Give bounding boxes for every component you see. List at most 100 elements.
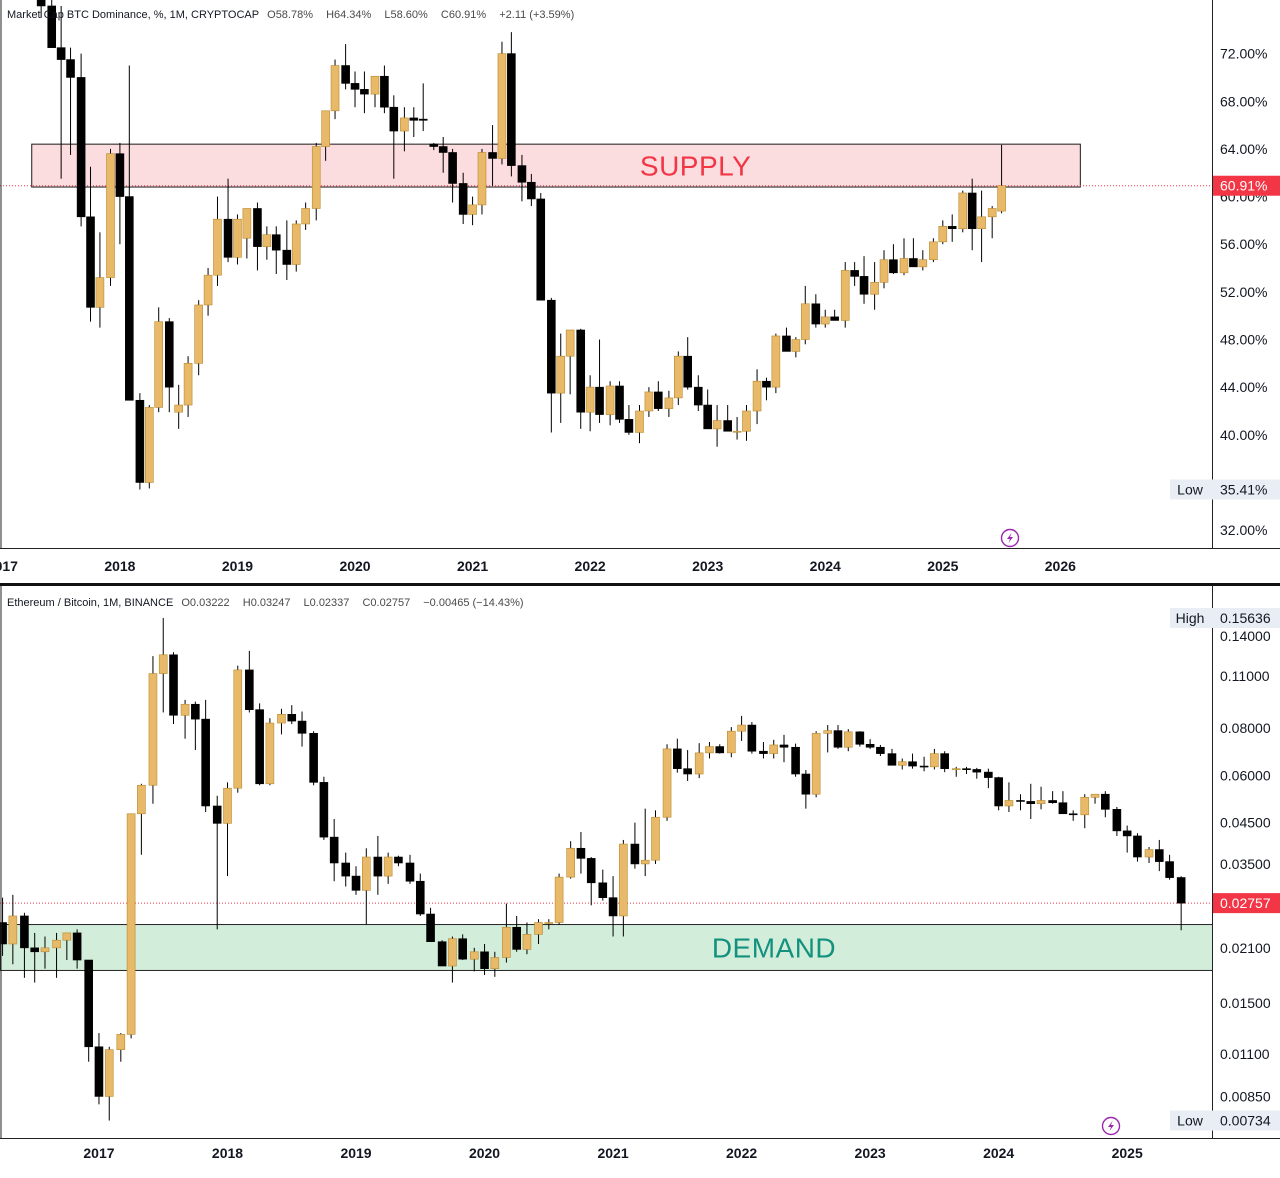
candle-down [351,875,361,891]
eth-btc-chart[interactable]: DEMAND 0.14000 0.11000 0.08000 0.06000 0.0450… [0,586,1280,1178]
x-tick-label: 2024 [810,558,841,574]
candle-down [223,218,233,258]
candle-up [95,277,105,308]
candle-down [437,941,447,967]
low-marker-tag: Low [1177,1113,1204,1129]
low-marker-bg [1170,1110,1280,1131]
icon-bolt [1007,533,1013,543]
candle-up [843,731,853,748]
candle-down [576,329,586,413]
x-tick-label: 2017 [83,1145,114,1161]
candle-up [556,355,566,394]
candle-up [370,75,380,95]
x-tick-label: 2024 [983,1145,1014,1161]
candle-down [329,836,339,864]
candle-up [544,922,554,924]
candle-up [158,654,168,674]
x-tick-label: 2019 [222,558,253,574]
candle-down [360,89,369,95]
candle-down [1112,809,1122,832]
candle-down [850,270,859,277]
candle-down [169,654,178,716]
candle-down [703,404,712,430]
candle-up [1080,797,1090,816]
y-tick-label: 52.00% [1220,284,1267,300]
candle-up [301,208,310,225]
candle-down [576,847,586,859]
candle-up [997,185,1006,212]
candle-down [876,746,885,754]
candle-up [137,784,146,815]
candle-up [811,733,821,795]
candle-up [769,744,779,754]
candle-down [1165,861,1174,878]
candle-down [909,258,918,268]
candle-down [287,714,297,722]
candle-down [480,951,489,969]
candle-down [76,77,86,218]
candle-up [879,259,889,283]
candle-up [62,932,72,941]
candle-up [490,957,500,969]
candle-down [319,782,329,838]
candle-up [897,761,907,766]
x-tick-label: 2026 [1045,558,1076,574]
candle-down [1026,801,1036,804]
candle-up [929,241,938,261]
candle-down [608,897,618,917]
y-tick-label: 40.00% [1220,427,1267,443]
candle-down [1016,800,1025,802]
candle-down [811,303,821,325]
candle-down [801,773,811,795]
candle-down [373,856,383,877]
legend-symbol: Ethereum / Bitcoin, 1M, BINANCE [7,597,174,609]
lightning-bolt-icon [1101,1116,1121,1136]
y-tick-label: 64.00% [1220,141,1267,157]
candle-down [271,234,281,251]
y-tick-label: 0.14000 [1220,628,1271,644]
candle-up [1144,849,1154,858]
legend-change: −0.00465 (−14.43%) [423,597,524,609]
candle-down [394,856,403,864]
x-tick-label: 2023 [855,1145,886,1161]
x-tick-label: 2021 [457,558,488,574]
candle-down [86,216,95,308]
candle-down [47,5,57,48]
x-tick-label: 2018 [104,558,135,574]
candle-up [522,934,532,950]
candle-down [791,746,800,775]
candle-down [779,744,789,748]
x-tick-label: 2025 [1112,1145,1143,1161]
candle-up [727,730,736,754]
y-tick-label: 0.11000 [1220,668,1270,684]
candle-up [938,226,948,243]
last-marker-bg [1213,893,1280,914]
candle-up [673,355,683,399]
y-tick-label: 0.08000 [1220,720,1271,736]
x-tick-label: 2025 [927,558,958,574]
candle-down [20,915,29,949]
btc-dominance-chart[interactable]: SUPPLY72.00%68.00%64.00%60.00%56.00%52.0… [0,0,1280,586]
last-marker-value: 0.02757 [1220,895,1271,911]
candle-down [887,753,897,766]
low-marker-value: 0.00734 [1220,1113,1271,1129]
candle-up [116,1034,126,1050]
y-tick-label: 48.00% [1220,332,1267,348]
legend-high: 64.34% [334,9,372,21]
candle-up [154,321,164,408]
candle-down [673,748,682,769]
candle-up [291,223,301,265]
candle-down [759,750,768,754]
candle-down [598,882,608,898]
panel-separator [0,583,1280,587]
legend-close: 60.91% [448,9,487,21]
zone-rect-demand [0,924,1212,971]
candle-up [651,816,660,861]
candle-up [194,304,203,364]
candle-down [630,843,640,865]
candle-down [527,181,536,200]
candle-up [732,430,742,433]
candle-down [547,299,556,394]
candle-down [282,249,292,265]
zone-rect-supply [31,143,1081,188]
